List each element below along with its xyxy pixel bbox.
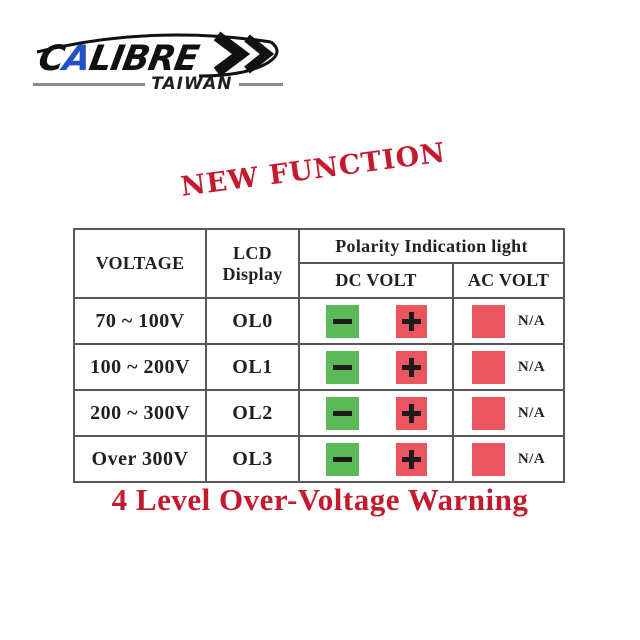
swoosh-top-arc [36, 33, 272, 54]
negative-indicator-light [325, 350, 359, 384]
logo-subtitle: TAIWAN [151, 74, 233, 94]
calibre-logo: CALIBRE TAIWAN [33, 26, 289, 94]
page-title: 4 Level Over-Voltage Warning [111, 482, 529, 517]
header-lcd-line2: Display [222, 263, 283, 284]
lcd-code: OL3 [205, 435, 300, 483]
header-lcd-display: LCD Display [205, 228, 300, 299]
dc-indicators [300, 350, 452, 384]
lcd-code: OL1 [205, 343, 300, 391]
table-row: 100 ~ 200V OL1 N/A [73, 343, 566, 391]
subtitle-rule-left [33, 82, 146, 86]
na-label: N/A [517, 312, 546, 329]
plus-icon [401, 449, 421, 469]
swoosh-wrap-arc [198, 40, 279, 78]
negative-indicator-light [325, 396, 359, 430]
table-row: 70 ~ 100V OL0 N/A [73, 297, 566, 345]
plus-icon [401, 357, 421, 377]
na-label: N/A [517, 358, 546, 375]
ac-indicator-light [471, 396, 505, 430]
logo-subtitle-row: TAIWAN [33, 74, 283, 94]
dc-indicators [300, 442, 452, 476]
header-voltage: VOLTAGE [73, 228, 207, 299]
header-polarity: Polarity Indication light [297, 228, 566, 264]
header-lcd-line1: LCD [233, 242, 272, 263]
plus-icon [401, 311, 421, 331]
na-label: N/A [517, 450, 546, 467]
table-row: 200 ~ 300V OL2 N/A [73, 389, 566, 437]
calibre-logo-graphic: CALIBRE [35, 31, 279, 78]
chevron-right-icon [213, 31, 251, 77]
minus-icon [332, 410, 352, 416]
positive-indicator-light [395, 304, 427, 338]
positive-indicator-light [395, 442, 427, 476]
lcd-code: OL0 [205, 297, 300, 345]
new-function-banner: NEW FUNCTION [178, 137, 448, 203]
table-row: Over 300V OL3 N/A [73, 435, 566, 483]
ac-indicator-light [471, 442, 505, 476]
brand-wordmark: CALIBRE [35, 38, 202, 78]
ac-indicator: N/A [454, 304, 563, 338]
brand-letters-libre: LIBRE [86, 38, 202, 78]
voltage-range: 200 ~ 300V [73, 389, 207, 437]
dc-indicators [300, 304, 452, 338]
negative-indicator-light [325, 304, 359, 338]
positive-indicator-light [395, 350, 427, 384]
lcd-code: OL2 [205, 389, 300, 437]
minus-icon [332, 318, 352, 324]
over-voltage-table: VOLTAGE LCD Display Polarity Indication … [73, 228, 566, 483]
plus-icon [401, 403, 421, 423]
subtitle-rule-right [238, 82, 283, 86]
na-label: N/A [517, 404, 546, 421]
ac-indicator-light [471, 350, 505, 384]
ac-indicator: N/A [454, 350, 563, 384]
dc-indicators [300, 396, 452, 430]
ac-indicator: N/A [454, 442, 563, 476]
minus-icon [332, 456, 352, 462]
ac-indicator-light [471, 304, 505, 338]
voltage-range: 70 ~ 100V [73, 297, 207, 345]
positive-indicator-light [395, 396, 427, 430]
ac-indicator: N/A [454, 396, 563, 430]
negative-indicator-light [325, 442, 359, 476]
header-ac-volt: AC VOLT [451, 262, 566, 299]
header-dc-volt: DC VOLT [298, 262, 454, 299]
chevron-right-icon [244, 34, 275, 74]
voltage-range: 100 ~ 200V [73, 343, 207, 391]
voltage-range: Over 300V [73, 435, 207, 483]
minus-icon [332, 364, 352, 370]
